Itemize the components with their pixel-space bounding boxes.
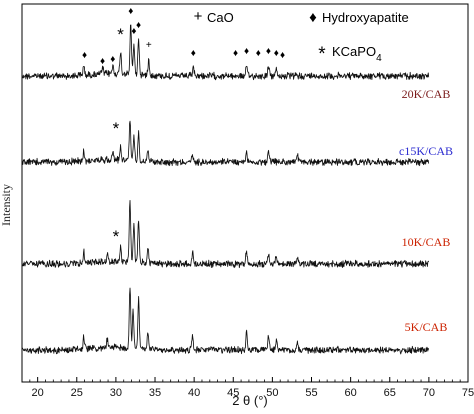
- x-tick-label: 70: [423, 387, 435, 399]
- x-axis-label: 2 θ (°): [232, 393, 268, 408]
- x-tick-label: 35: [149, 387, 161, 399]
- legend-subscript: 4: [376, 53, 382, 64]
- series-label: c15K/CAB: [399, 144, 453, 158]
- hydroxyapatite-marker: ♦: [82, 50, 87, 61]
- hydroxyapatite-marker: ♦: [100, 56, 105, 67]
- series-label: 20K/CAB: [402, 87, 451, 101]
- series-label: 5K/CAB: [405, 320, 448, 334]
- legend-symbol: ♦: [309, 9, 317, 26]
- series-line: [21, 120, 430, 167]
- hydroxyapatite-marker: ♦: [244, 46, 249, 57]
- x-tick-label: 20: [32, 387, 44, 399]
- x-tick-label: 50: [266, 387, 278, 399]
- hydroxyapatite-marker: ♦: [280, 50, 285, 61]
- hydroxyapatite-marker: ♦: [128, 6, 133, 17]
- hydroxyapatite-marker: ♦: [256, 48, 261, 59]
- hydroxyapatite-marker: ♦: [274, 48, 279, 59]
- hydroxyapatite-marker: ♦: [136, 20, 141, 31]
- x-tick-label: 30: [110, 387, 122, 399]
- legend-label: Hydroxyapatite: [322, 10, 409, 25]
- x-tick-label: 65: [384, 387, 396, 399]
- kcapo4-marker: *: [113, 227, 120, 246]
- series-line: [21, 287, 430, 355]
- hydroxyapatite-marker: ♦: [233, 48, 238, 59]
- hydroxyapatite-marker: ♦: [266, 46, 271, 57]
- series-label: 10K/CAB: [402, 235, 451, 249]
- x-tick-label: 45: [227, 387, 239, 399]
- cao-marker: +: [146, 40, 152, 51]
- hydroxyapatite-marker: ♦: [191, 48, 196, 59]
- legend-label: CaO: [207, 10, 234, 25]
- x-tick-label: 40: [188, 387, 200, 399]
- kcapo4-marker: *: [117, 25, 124, 44]
- hydroxyapatite-marker: ♦: [110, 54, 115, 65]
- hydroxyapatite-marker: ♦: [131, 26, 136, 37]
- x-tick-label: 55: [305, 387, 317, 399]
- legend-symbol: +: [194, 8, 203, 25]
- legend-label: KCaPO4: [332, 44, 382, 64]
- kcapo4-marker: *: [113, 119, 120, 138]
- plot-frame: [21, 3, 469, 383]
- series-line: [21, 24, 430, 81]
- series-line: [21, 199, 430, 269]
- x-tick-label: 25: [71, 387, 83, 399]
- x-tick-label: 75: [462, 387, 474, 399]
- legend-symbol: *: [318, 44, 326, 65]
- x-tick-label: 60: [345, 387, 357, 399]
- y-axis-label: Intensity: [0, 184, 13, 226]
